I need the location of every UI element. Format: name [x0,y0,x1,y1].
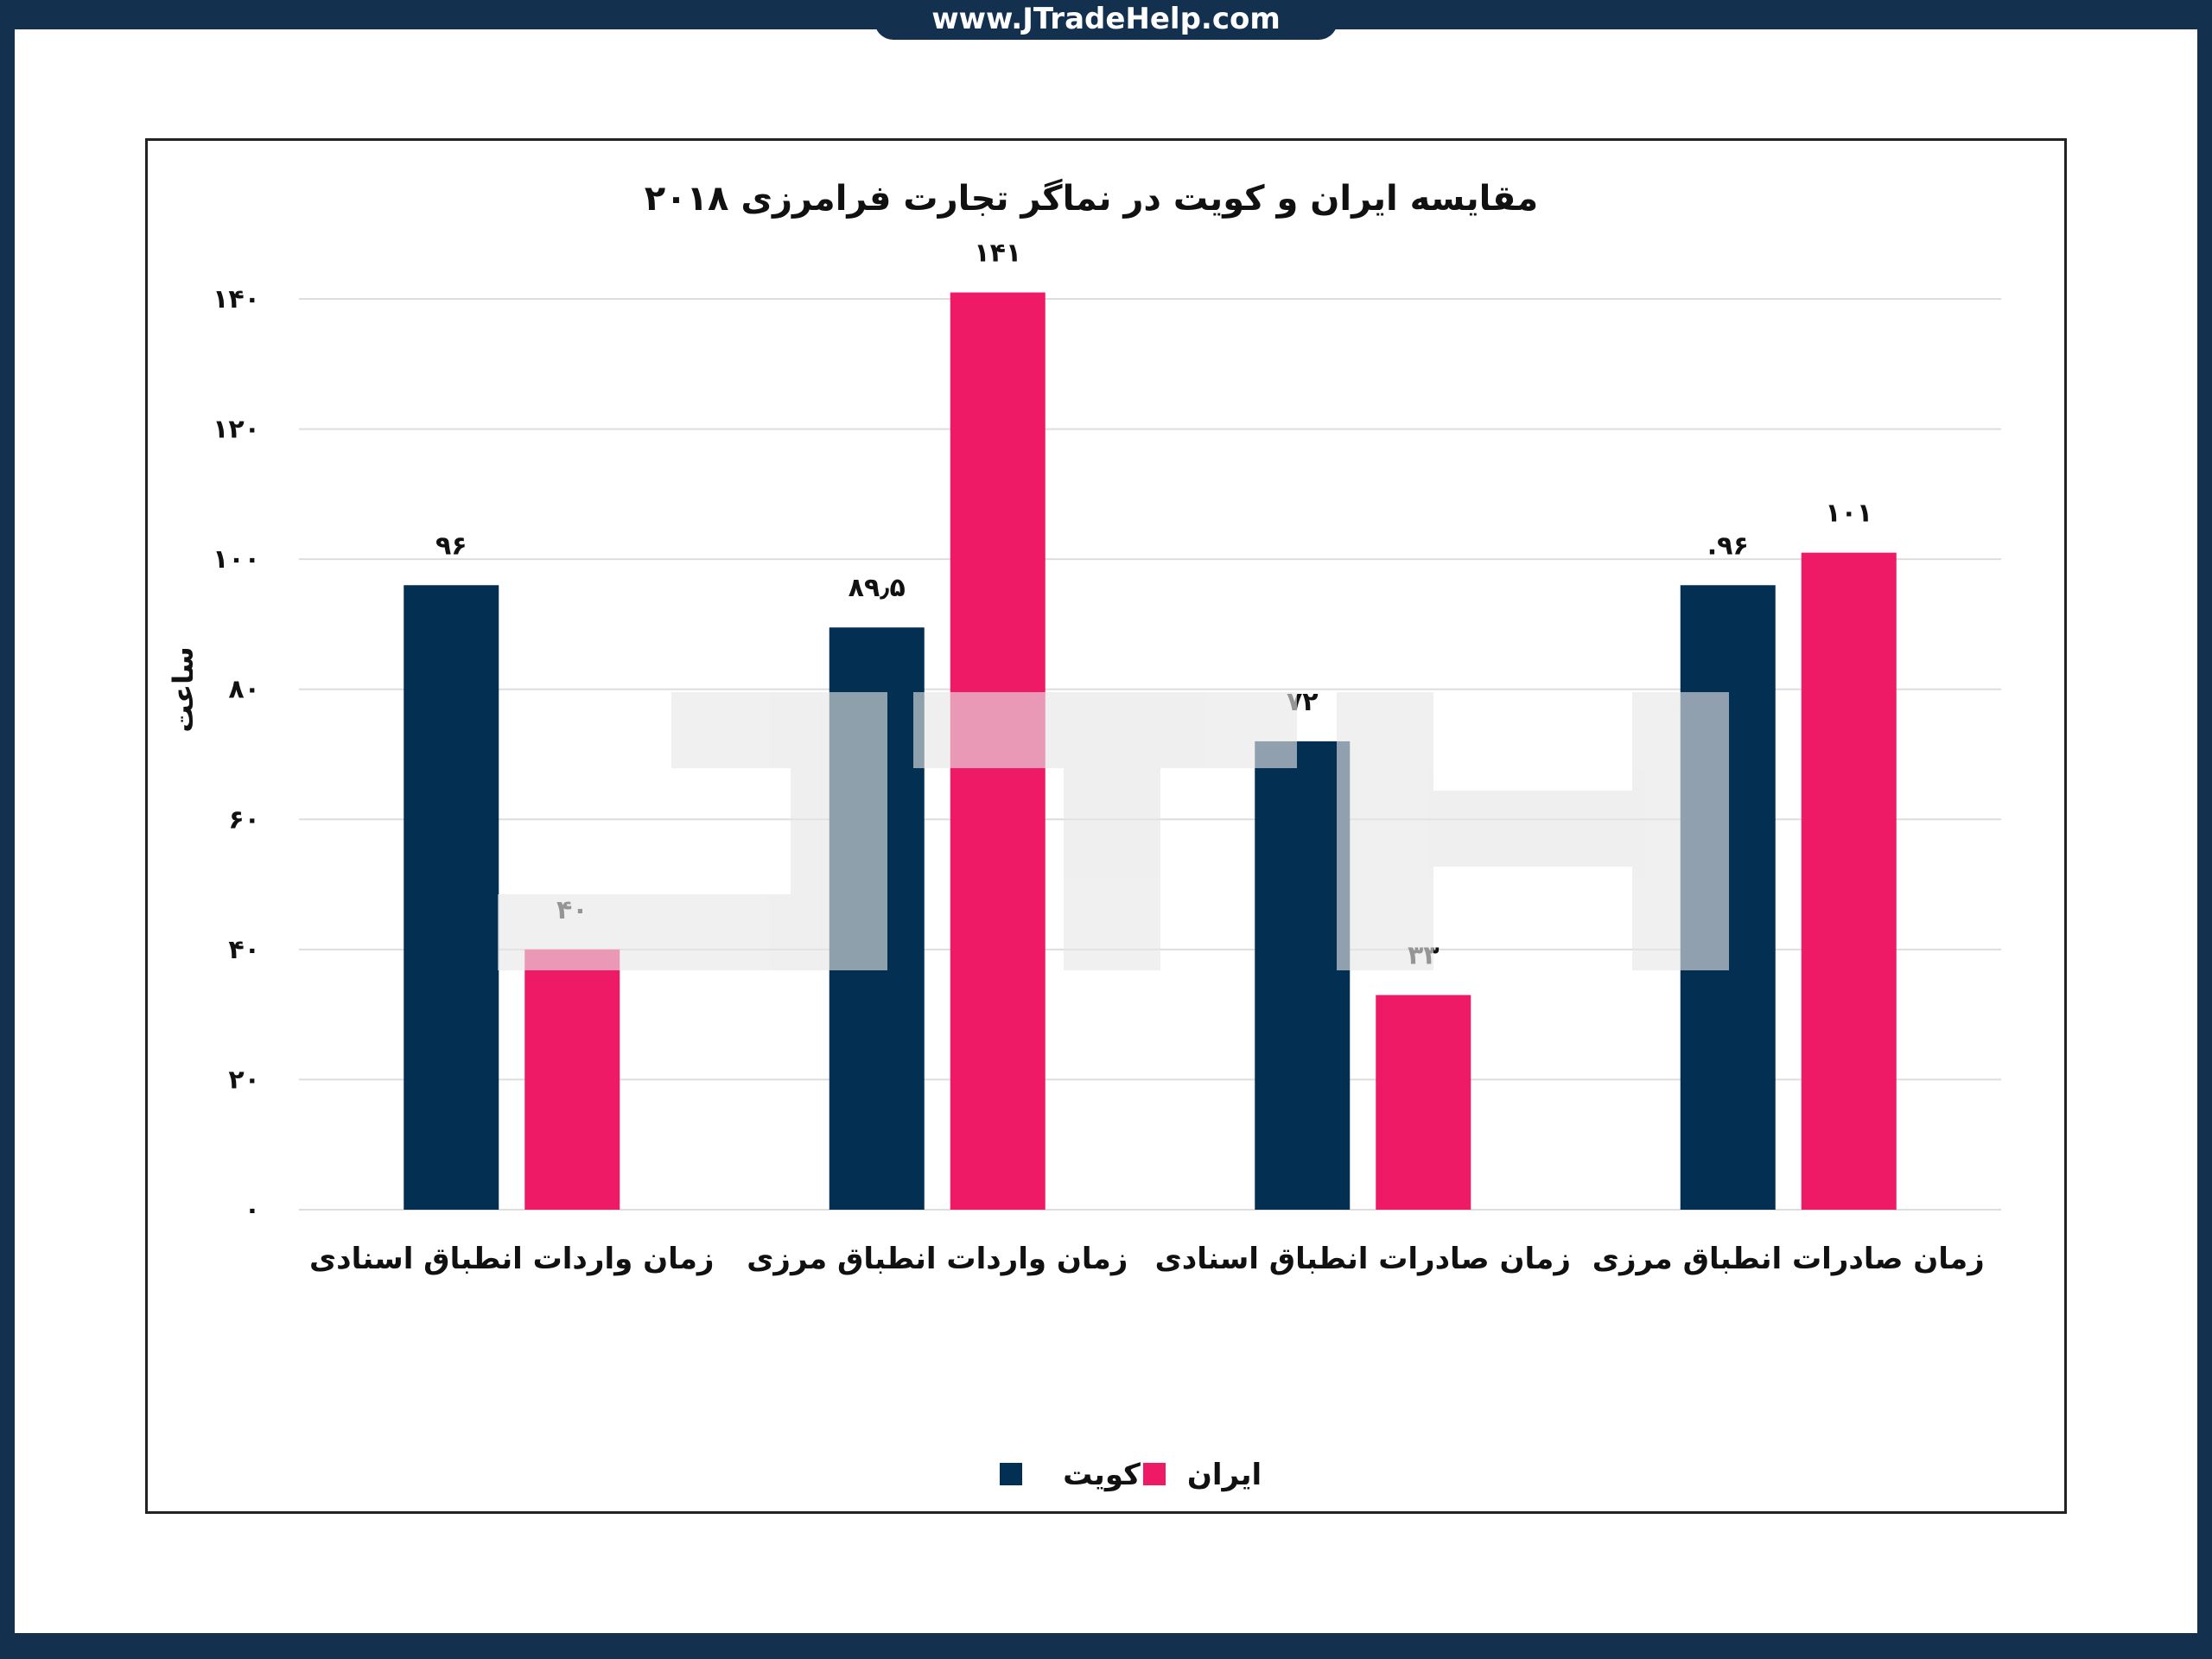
y-tick-label: ۱۲۰ [213,415,260,445]
y-tick-label: ۲۰ [228,1065,260,1095]
legend: کویت ایران [1000,1458,1262,1492]
data-label-kuwait: .۹۶ [1707,531,1749,561]
y-tick-label: ۸۰ [228,675,260,705]
bar-kuwait [404,585,499,1210]
bar-iran [1801,552,1897,1210]
legend-swatch-kuwait [1000,1463,1022,1485]
site-banner[interactable]: www.JTradeHelp.com [874,0,1338,40]
legend-swatch-iran [1143,1463,1166,1485]
y-tick-label: ۰ [245,1195,260,1225]
legend-label-iran: ایران [1187,1458,1262,1492]
bar-iran [524,949,620,1210]
data-label-iran: ۱۴۱ [974,238,1021,268]
data-label-kuwait: ۹۶ [435,531,467,561]
chart-title: مقایسه ایران و کویت در نماگر تجارت فرامر… [645,178,1538,219]
category-label: زمان واردات انطباق مرزی [747,1242,1128,1276]
y-tick-label: ۶۰ [228,804,260,835]
y-axis-title: ساعت [167,646,200,732]
category-label: زمان واردات انطباق اسنادی [309,1242,714,1276]
legend-label-kuwait: کویت [1063,1458,1141,1492]
category-label: زمان صادرات انطباق مرزی [1592,1242,1985,1276]
watermark-logo [498,692,1729,970]
y-tick-label: ۱۴۰ [213,284,260,315]
bar-iran [1376,995,1471,1210]
y-tick-label: ۴۰ [228,935,260,965]
bar-kuwait [1255,741,1351,1210]
category-label: زمان صادرات انطباق اسنادی [1155,1242,1571,1276]
data-label-kuwait: ۸۹٫۵ [849,573,906,603]
y-tick-label: ۱۰۰ [213,544,260,575]
data-label-iran: ۱۰۱ [1825,499,1872,529]
